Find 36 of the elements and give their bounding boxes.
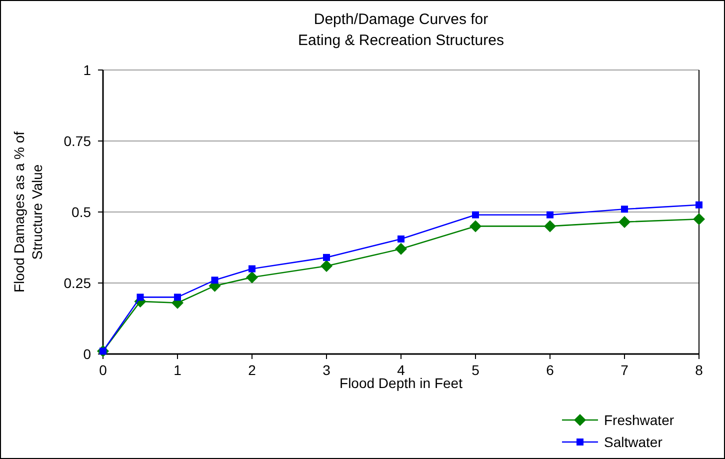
x-tick-label: 7 [620,362,629,378]
point [472,211,479,218]
chart-title: Depth/Damage Curves for Eating & Recreation Structures [298,11,504,49]
point [174,294,181,301]
point [136,294,144,301]
x-axis-title: Flood Depth in Feet [340,375,463,391]
point [470,220,482,232]
point [546,211,554,218]
x-tick-label: 5 [472,362,480,378]
legend-label: Freshwater [604,412,674,428]
x-tick-label: 3 [322,362,331,378]
y-tick-label: 1 [83,62,92,78]
x-tick-label: 0 [99,362,108,378]
point [696,201,702,208]
point [246,271,258,284]
point [320,260,332,272]
point [693,213,705,226]
y-tick-label: 0.75 [64,133,92,149]
y-tick-label: 0.25 [64,275,92,291]
x-tick-label: 6 [546,362,554,378]
legend-label: Saltwater [604,434,663,450]
y-tick-label: 0.5 [72,204,92,220]
x-tick-label: 4 [397,362,406,378]
y-axis-title: Flood Damages as a % of Structure Value [11,131,45,293]
point [248,265,256,272]
x-tick-label: 1 [174,362,182,378]
point [618,216,630,228]
point [323,254,330,261]
x-tick-label: 8 [695,362,704,378]
point [398,235,404,242]
point [544,220,556,232]
y-tick-label: 0 [83,346,92,362]
x-tick-label: 2 [248,362,256,378]
point [211,276,218,284]
point [621,206,628,213]
point [395,242,407,255]
